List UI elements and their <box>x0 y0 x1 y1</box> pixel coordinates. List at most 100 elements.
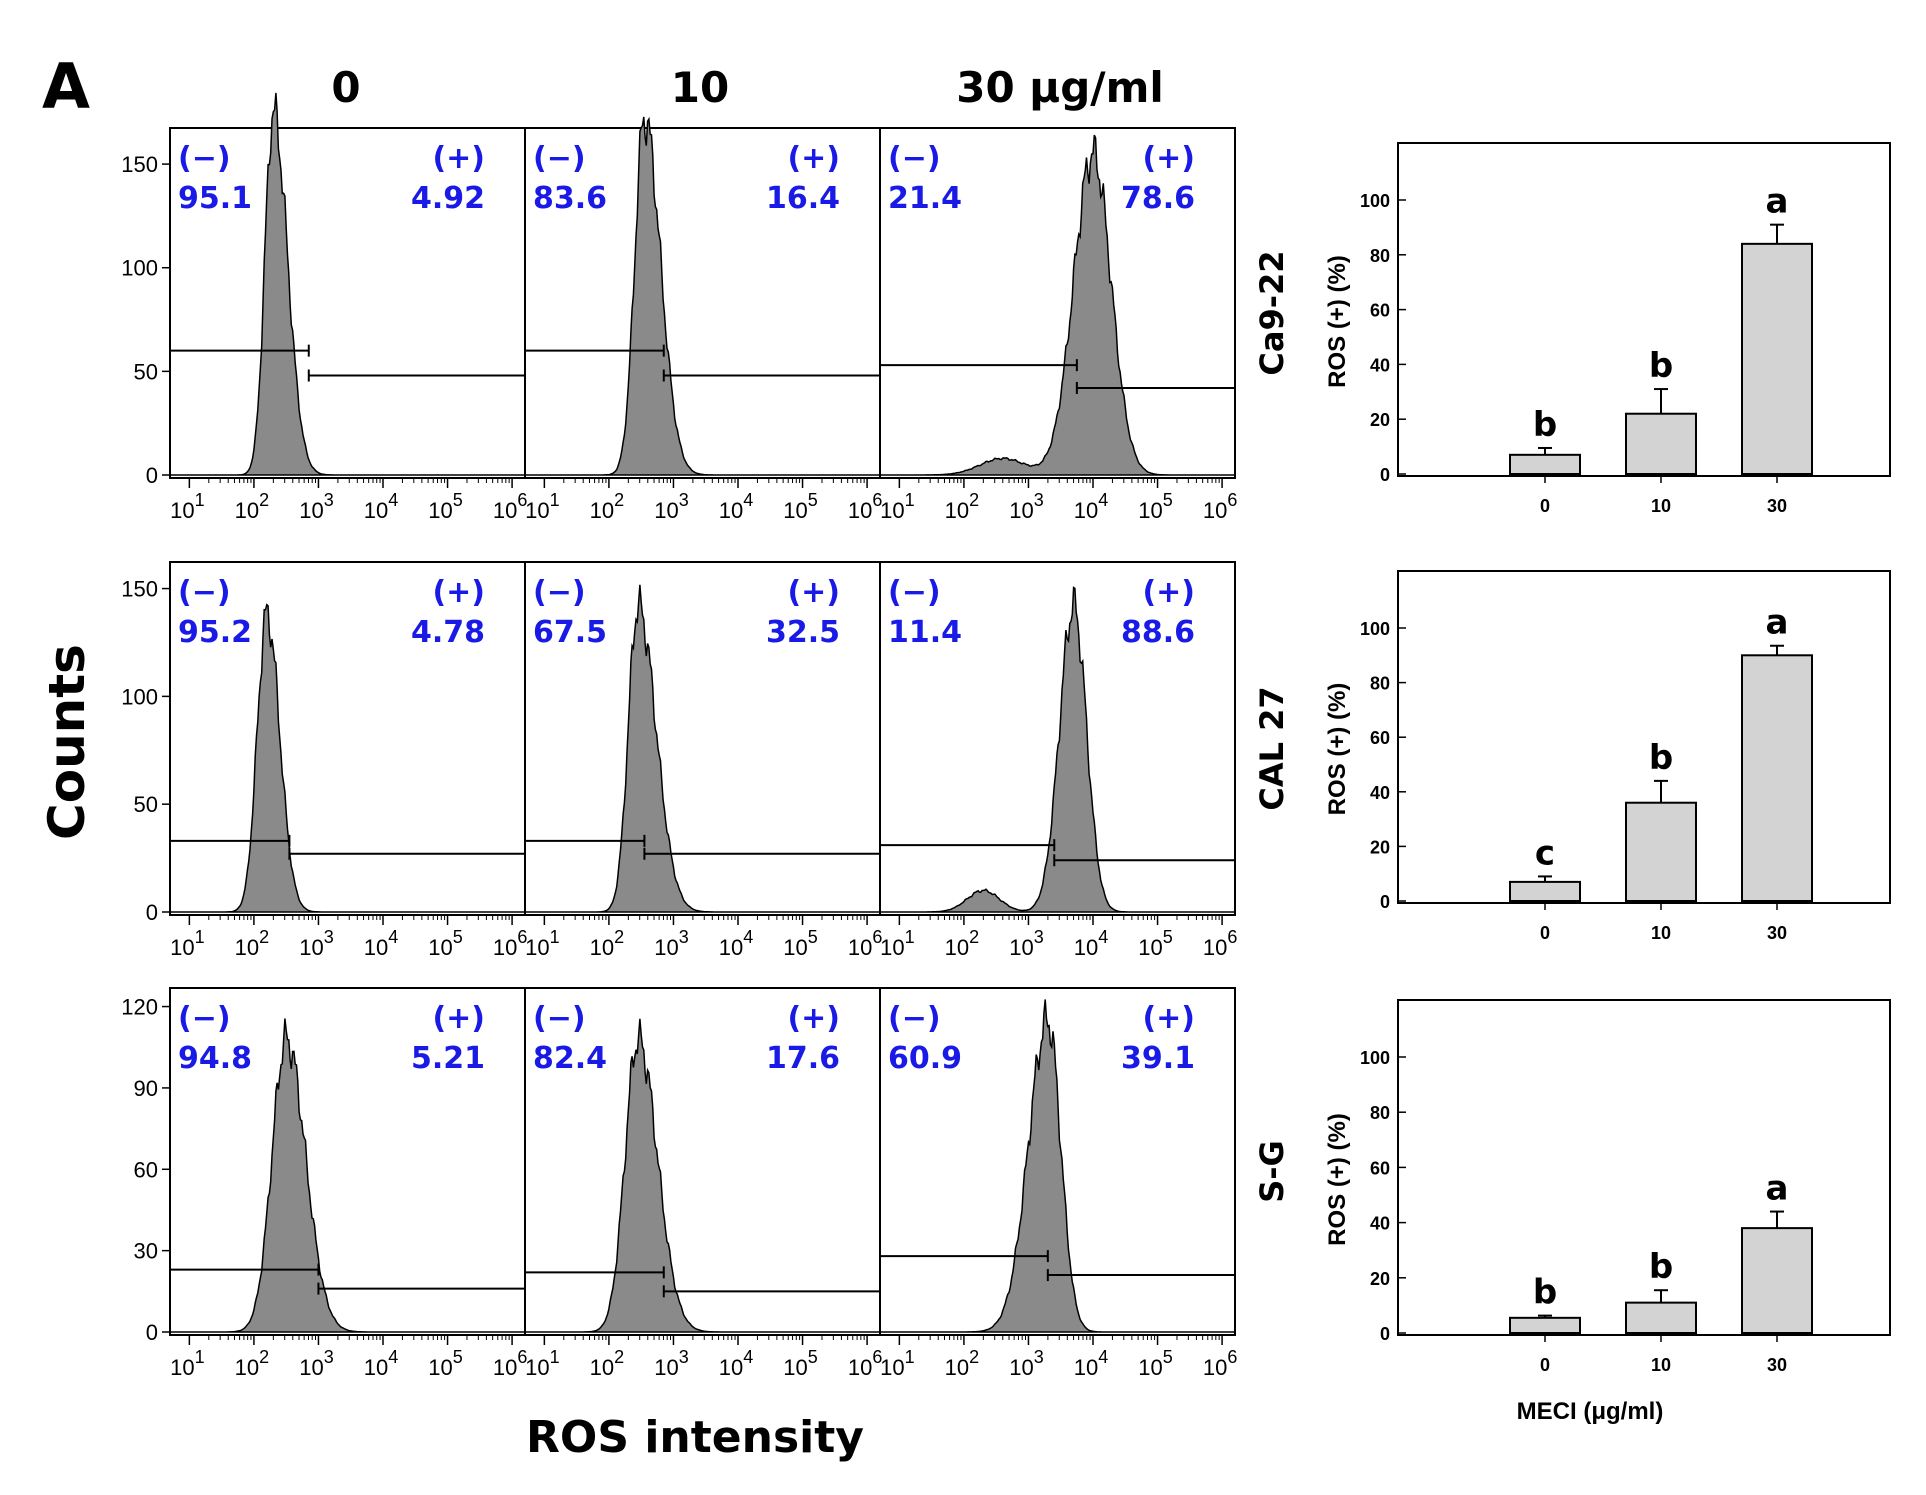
x-tick-base: 10 <box>654 498 678 523</box>
x-tick-exponent: 2 <box>259 490 269 510</box>
x-tick-label-cal-27-10-1: 101 <box>525 927 560 960</box>
x-tick-exponent: 6 <box>517 490 527 510</box>
meci-axis-label: MECI (μg/ml) <box>1517 1398 1664 1425</box>
y-tick-label-s-g-60: 60 <box>134 1157 158 1182</box>
y-tick-label-s-g-30: 30 <box>134 1239 158 1264</box>
significance-letter-s-g-0: b <box>1533 1273 1557 1313</box>
x-tick-label-s-g-0-4: 104 <box>364 1347 399 1380</box>
x-tick-label-cal-27-10-2: 102 <box>590 927 625 960</box>
x-tick-label-ca9-22-30-1: 101 <box>880 490 915 523</box>
bar-x-tick-label-cal-27-10: 10 <box>1651 923 1671 943</box>
gate-positive-label-cal-27-30: (+) <box>1142 575 1195 610</box>
x-tick-label-ca9-22-0-4: 104 <box>364 490 399 523</box>
gate-negative-percent-cal-27-10: 67.5 <box>533 615 607 650</box>
x-tick-base: 10 <box>945 498 969 523</box>
x-tick-base: 10 <box>525 935 549 960</box>
x-tick-base: 10 <box>364 1355 388 1380</box>
x-tick-label-s-g-30-1: 101 <box>880 1347 915 1380</box>
histogram-curve-s-g-30 <box>880 999 1235 1333</box>
x-tick-label-s-g-30-4: 104 <box>1074 1347 1109 1380</box>
gate-negative-percent-cal-27-30: 11.4 <box>888 615 962 650</box>
bar-x-tick-label-ca9-22-10: 10 <box>1651 496 1671 516</box>
x-tick-base: 10 <box>1009 935 1033 960</box>
histogram-curve-s-g-0 <box>170 1018 525 1333</box>
gate-positive-label-ca9-22-10: (+) <box>787 141 840 176</box>
gate-negative-label-cal-27-30: (−) <box>888 575 941 610</box>
significance-letter-cal-27-0: c <box>1535 833 1555 873</box>
x-tick-exponent: 6 <box>872 490 882 510</box>
x-tick-label-cal-27-0-5: 105 <box>428 927 463 960</box>
x-tick-label-cal-27-10-5: 105 <box>783 927 818 960</box>
x-tick-label-cal-27-0-1: 101 <box>170 927 205 960</box>
x-tick-label-ca9-22-0-1: 101 <box>170 490 205 523</box>
x-tick-exponent: 6 <box>517 927 527 947</box>
x-tick-label-ca9-22-10-5: 105 <box>783 490 818 523</box>
x-tick-exponent: 6 <box>1227 490 1237 510</box>
gate-positive-label-ca9-22-30: (+) <box>1142 141 1195 176</box>
x-tick-exponent: 6 <box>872 1347 882 1367</box>
gate-positive-label-cal-27-10: (+) <box>787 575 840 610</box>
bar-y-tick-label-cal-27-20: 20 <box>1370 837 1390 857</box>
gate-positive-percent-ca9-22-30: 78.6 <box>1121 181 1195 216</box>
bar-chart-frame-s-g <box>1397 999 1891 1336</box>
bar-y-axis-label-cal-27: ROS (+) (%) <box>1324 683 1351 816</box>
x-tick-exponent: 1 <box>550 490 560 510</box>
x-tick-exponent: 5 <box>808 927 818 947</box>
x-tick-label-s-g-0-2: 102 <box>235 1347 270 1380</box>
x-tick-label-ca9-22-0-5: 105 <box>428 490 463 523</box>
x-tick-exponent: 5 <box>453 490 463 510</box>
x-tick-label-cal-27-10-6: 106 <box>848 927 883 960</box>
x-tick-base: 10 <box>525 498 549 523</box>
x-tick-exponent: 5 <box>1163 927 1173 947</box>
significance-letter-ca9-22-0: b <box>1533 405 1557 445</box>
y-tick-label-cal-27-150: 150 <box>121 577 158 602</box>
gate-positive-label-s-g-10: (+) <box>787 1001 840 1036</box>
x-tick-exponent: 6 <box>1227 927 1237 947</box>
x-tick-label-s-g-10-2: 102 <box>590 1347 625 1380</box>
bar-x-tick-label-s-g-10: 10 <box>1651 1355 1671 1375</box>
x-tick-label-cal-27-30-1: 101 <box>880 927 915 960</box>
x-tick-label-ca9-22-0-3: 103 <box>299 490 334 523</box>
bar-ca9-22-0 <box>1509 453 1581 476</box>
x-tick-label-s-g-10-3: 103 <box>654 1347 689 1380</box>
histogram-frame-s-g-30 <box>879 987 1236 1336</box>
histogram-curve-ca9-22-10 <box>525 116 880 476</box>
x-tick-exponent: 5 <box>453 1347 463 1367</box>
bar-y-tick-label-ca9-22-80: 80 <box>1370 246 1390 266</box>
gate-negative-percent-s-g-30: 60.9 <box>888 1041 962 1076</box>
x-tick-exponent: 1 <box>195 1347 205 1367</box>
y-tick-label-ca9-22-50: 50 <box>134 359 158 384</box>
y-tick-label-ca9-22-100: 100 <box>121 256 158 281</box>
x-tick-base: 10 <box>170 935 194 960</box>
x-tick-label-ca9-22-10-4: 104 <box>719 490 754 523</box>
y-tick-label-ca9-22-0: 0 <box>146 463 158 488</box>
gate-positive-percent-cal-27-30: 88.6 <box>1121 615 1195 650</box>
x-tick-exponent: 2 <box>969 927 979 947</box>
gate-positive-label-cal-27-0: (+) <box>432 575 485 610</box>
bar-s-g-10 <box>1625 1301 1697 1335</box>
x-tick-exponent: 4 <box>1098 927 1108 947</box>
gate-positive-percent-s-g-30: 39.1 <box>1121 1041 1195 1076</box>
x-tick-base: 10 <box>654 935 678 960</box>
x-tick-base: 10 <box>945 1355 969 1380</box>
x-tick-exponent: 2 <box>614 1347 624 1367</box>
significance-letter-cal-27-30: a <box>1766 603 1789 643</box>
y-tick-label-cal-27-50: 50 <box>134 792 158 817</box>
bar-y-axis-label-s-g: ROS (+) (%) <box>1324 1113 1351 1246</box>
x-tick-label-s-g-10-4: 104 <box>719 1347 754 1380</box>
x-tick-base: 10 <box>428 935 452 960</box>
bar-s-g-30 <box>1741 1227 1813 1334</box>
x-tick-base: 10 <box>590 498 614 523</box>
x-tick-exponent: 1 <box>195 927 205 947</box>
gate-positive-percent-ca9-22-0: 4.92 <box>411 181 485 216</box>
x-tick-exponent: 1 <box>195 490 205 510</box>
gate-negative-label-ca9-22-30: (−) <box>888 141 941 176</box>
x-tick-base: 10 <box>880 1355 904 1380</box>
x-tick-base: 10 <box>783 1355 807 1380</box>
bar-y-tick-label-ca9-22-40: 40 <box>1370 355 1390 375</box>
x-tick-base: 10 <box>364 935 388 960</box>
bar-ca9-22-10 <box>1625 412 1697 475</box>
x-tick-exponent: 4 <box>743 1347 753 1367</box>
x-tick-exponent: 5 <box>808 490 818 510</box>
